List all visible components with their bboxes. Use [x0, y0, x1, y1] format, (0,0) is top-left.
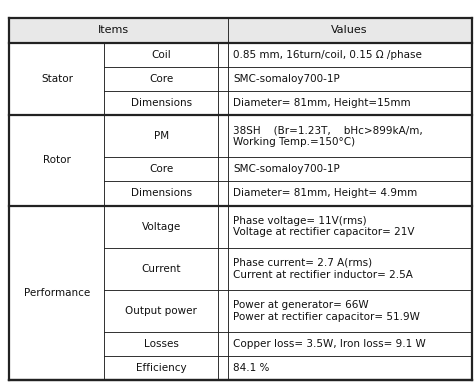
Text: Items: Items: [98, 25, 129, 35]
Text: Voltage: Voltage: [142, 222, 181, 232]
Text: Phase voltage= 11V(rms)
Voltage at rectifier capacitor= 21V: Phase voltage= 11V(rms) Voltage at recti…: [233, 216, 415, 238]
Bar: [9, 18, 472, 43]
Text: SMC-somaloy700-1P: SMC-somaloy700-1P: [233, 164, 340, 174]
Text: Dimensions: Dimensions: [131, 98, 191, 108]
Text: Copper loss= 3.5W, Iron loss= 9.1 W: Copper loss= 3.5W, Iron loss= 9.1 W: [233, 339, 426, 349]
Text: Rotor: Rotor: [43, 155, 71, 165]
Text: Output power: Output power: [125, 306, 197, 316]
Text: Phase current= 2.7 A(rms)
Current at rectifier inductor= 2.5A: Phase current= 2.7 A(rms) Current at rec…: [233, 258, 413, 280]
Text: Losses: Losses: [144, 339, 179, 349]
Text: Coil: Coil: [151, 50, 171, 60]
Text: 38SH    (Br=1.23T,    bHc>899kA/m,
Working Temp.=150°C): 38SH (Br=1.23T, bHc>899kA/m, Working Tem…: [233, 126, 423, 147]
Text: Efficiency: Efficiency: [136, 363, 186, 373]
Text: Core: Core: [149, 74, 173, 84]
Text: Power at generator= 66W
Power at rectifier capacitor= 51.9W: Power at generator= 66W Power at rectifi…: [233, 300, 420, 322]
Text: Diameter= 81mm, Height=15mm: Diameter= 81mm, Height=15mm: [233, 98, 411, 108]
Text: 84.1 %: 84.1 %: [233, 363, 270, 373]
Text: Stator: Stator: [41, 74, 73, 84]
Text: Diameter= 81mm, Height= 4.9mm: Diameter= 81mm, Height= 4.9mm: [233, 188, 418, 199]
Text: Dimensions: Dimensions: [131, 188, 191, 199]
Text: Core: Core: [149, 164, 173, 174]
Text: Current: Current: [141, 264, 181, 274]
Text: Performance: Performance: [24, 288, 90, 298]
Text: 0.85 mm, 16turn/coil, 0.15 Ω /phase: 0.85 mm, 16turn/coil, 0.15 Ω /phase: [233, 50, 422, 60]
Text: Values: Values: [331, 25, 368, 35]
Text: SMC-somaloy700-1P: SMC-somaloy700-1P: [233, 74, 340, 84]
Text: PM: PM: [154, 131, 169, 141]
